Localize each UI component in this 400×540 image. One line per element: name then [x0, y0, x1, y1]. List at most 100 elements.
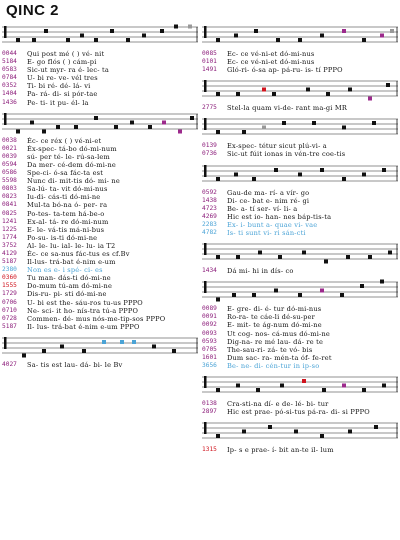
chant-lyrics: Po-tes- ta-tem há-be-o	[27, 209, 105, 218]
right-chant-block: 0139 Ex-spec- tétur sicut plú-vi- a 0736 Si…	[202, 142, 398, 158]
neume-note	[340, 293, 344, 298]
chant-lyrics: E- mit- te ág-num dó-mi-ne	[227, 321, 322, 330]
chant-lyrics: Sa- tis est lau- dá- bi- le Bv	[27, 360, 123, 369]
page-title: QINC 2	[6, 2, 60, 19]
neume-note	[348, 87, 352, 92]
chant-lyrics: Sic-ut fúit ionas in vén-tre coe-tis	[227, 150, 346, 159]
left-staff-1	[2, 22, 198, 48]
chant-number: 0089	[202, 305, 217, 313]
chant-number: 1601	[202, 353, 217, 361]
chant-number: 0038	[2, 136, 17, 144]
chant-row: 0823 Iu-di- cás-ti dó-mi-ne	[2, 193, 198, 201]
chant-number: 0360	[2, 274, 17, 282]
chant-lyrics: sú- per té- le- rú-sa-lem	[27, 152, 110, 161]
chant-lyrics: Gau-de ma- rí- a vír- go	[227, 188, 310, 197]
chant-lyrics: The-sau-ri- zá- te vó- bis	[227, 345, 313, 354]
neume-note	[298, 38, 302, 42]
chant-number: 0583	[2, 66, 17, 74]
right-staff-7	[202, 372, 398, 398]
neume-note	[94, 38, 98, 42]
neume-note	[324, 259, 328, 264]
neume-note	[190, 115, 194, 120]
chant-lyrics: Ti- bi ré- dé- lá- vi	[27, 82, 91, 91]
chant-number: 2380	[2, 266, 17, 274]
left-chant-block: 4027 Sa- tis est lau- dá- bi- le Bv	[2, 361, 198, 369]
staff-svg	[202, 164, 398, 181]
neume-note	[236, 383, 240, 388]
neume-note	[272, 92, 276, 97]
chant-row: 1315 Ip- s e prae- í- bit an-te il- lum	[202, 446, 398, 454]
staff-svg	[202, 243, 398, 264]
neume-note	[326, 92, 330, 97]
clef-icon	[204, 26, 207, 38]
neume-note	[132, 339, 136, 344]
neume-note	[120, 339, 124, 344]
neume-note	[216, 297, 220, 302]
neume-note	[234, 33, 238, 38]
chant-row: 0593 Dig-na- re mé lau- dá- re te	[202, 338, 398, 346]
chant-row: 0592 Gau-de ma- rí- a vír- go	[202, 189, 398, 197]
right-column: 0085 Ec- ce vé-ni-et dó-mi-nus 0101 Ec- ce …	[202, 20, 398, 456]
chant-row: 0586 Spe-ci- ó-sa fác-ta est	[2, 169, 198, 177]
neume-note	[234, 172, 238, 177]
chant-number: 0101	[202, 58, 217, 66]
neume-note	[252, 176, 256, 181]
chant-row: 0825 Po-tes- ta-tem há-be-o	[2, 210, 198, 218]
right-staff-2	[202, 76, 398, 102]
neume-note	[380, 33, 384, 38]
neume-note	[32, 38, 36, 42]
chant-row: 0803 Sa-lú- ta- vit dó-mi-nus	[2, 185, 198, 193]
chant-number: 2775	[202, 104, 217, 112]
chant-row: 5184 E- go flós ( ) cám-pi	[2, 58, 198, 66]
right-chant-block: 1434 Dá mi- hi in dís- co	[202, 267, 398, 275]
chant-row: 2775 Stel-la quam vi-de- rant ma-gi MR	[202, 104, 398, 112]
chant-row: 0360 Tu man- dás-ti dó-mi-ne	[2, 274, 198, 282]
neume-note	[362, 387, 366, 392]
chant-lyrics: Di- ce- bat e- nim ré- gi	[227, 196, 310, 205]
chant-lyrics: Is- ti sunt vi- ri sán-cti	[227, 229, 306, 238]
chant-number: 0593	[202, 337, 217, 345]
chant-number: 0039	[2, 152, 17, 160]
chant-number: 0139	[202, 142, 217, 150]
neume-note	[172, 348, 176, 353]
chant-lyrics: Da mer- cé-dem dó-mi-ne	[27, 160, 116, 169]
chant-lyrics: Gló-ri- ó-sa ap- pá-ru- is- tí PPPO	[227, 66, 343, 75]
neume-note	[268, 425, 272, 430]
clef-icon	[204, 422, 207, 435]
chant-row: 0710 Ne- sci- it ho- nís-tra tú-a PPPO	[2, 307, 198, 315]
neume-note	[16, 38, 20, 42]
staff-svg	[202, 118, 398, 135]
chant-number: 1491	[202, 66, 217, 74]
neume-note	[242, 130, 246, 135]
chant-row: 0728 Commen- dé- mus nós-me-tip-sos PPPO	[2, 315, 198, 323]
staff-svg	[202, 422, 398, 439]
chant-row: 0044 Qui post mé ( ) vé- nit	[2, 50, 198, 58]
neume-note	[368, 96, 372, 101]
neume-note	[74, 124, 78, 129]
chant-lyrics: Hic est io- han- nes báp-tis-ta	[227, 212, 332, 221]
chant-number: 0784	[2, 74, 17, 82]
chant-lyrics: Dá mi- hi in dís- co	[227, 267, 294, 276]
right-staff-5	[202, 239, 398, 265]
chant-lyrics: Hic est prae- pó-si-tus pá-ra- di- si PP…	[227, 408, 370, 417]
chant-lyrics: E- le- vá-tis má-ni-bus	[27, 225, 105, 234]
chant-row: 2897 Hic est prae- pó-si-tus pá-ra- di- s…	[202, 408, 398, 416]
chant-number: 0728	[2, 314, 17, 322]
staff-svg	[2, 112, 198, 134]
neume-note	[94, 115, 98, 120]
chant-lyrics: Nunc di- mit-tis dó- mi- ne	[27, 177, 120, 186]
clef-icon	[204, 281, 207, 294]
neume-note	[216, 387, 220, 392]
clef-icon	[204, 243, 207, 256]
neume-note	[280, 383, 284, 388]
neume-note	[256, 387, 260, 392]
chant-row: 5187 Il-lus- trá-bat é-nim e-um	[2, 258, 198, 266]
chant-row: 0089 E- gre- di- é- tur dó-mi-nus	[202, 305, 398, 313]
chant-lyrics: Be- a- tí ser- ví- li- a	[227, 204, 298, 213]
chant-row: 0092 E- mit- te ág-num dó-mi-ne	[202, 321, 398, 329]
chant-lyrics: Ip- s e prae- í- bit an-te il- lum	[227, 446, 334, 455]
clef-icon	[4, 112, 7, 125]
chant-lyrics: Éc- ce sa-nus fác-tus es cf.Bv	[27, 249, 130, 258]
neume-note	[278, 255, 282, 260]
chant-row: 0736 Sic-ut fúit ionas in vén-tre coe-tis	[202, 150, 398, 158]
